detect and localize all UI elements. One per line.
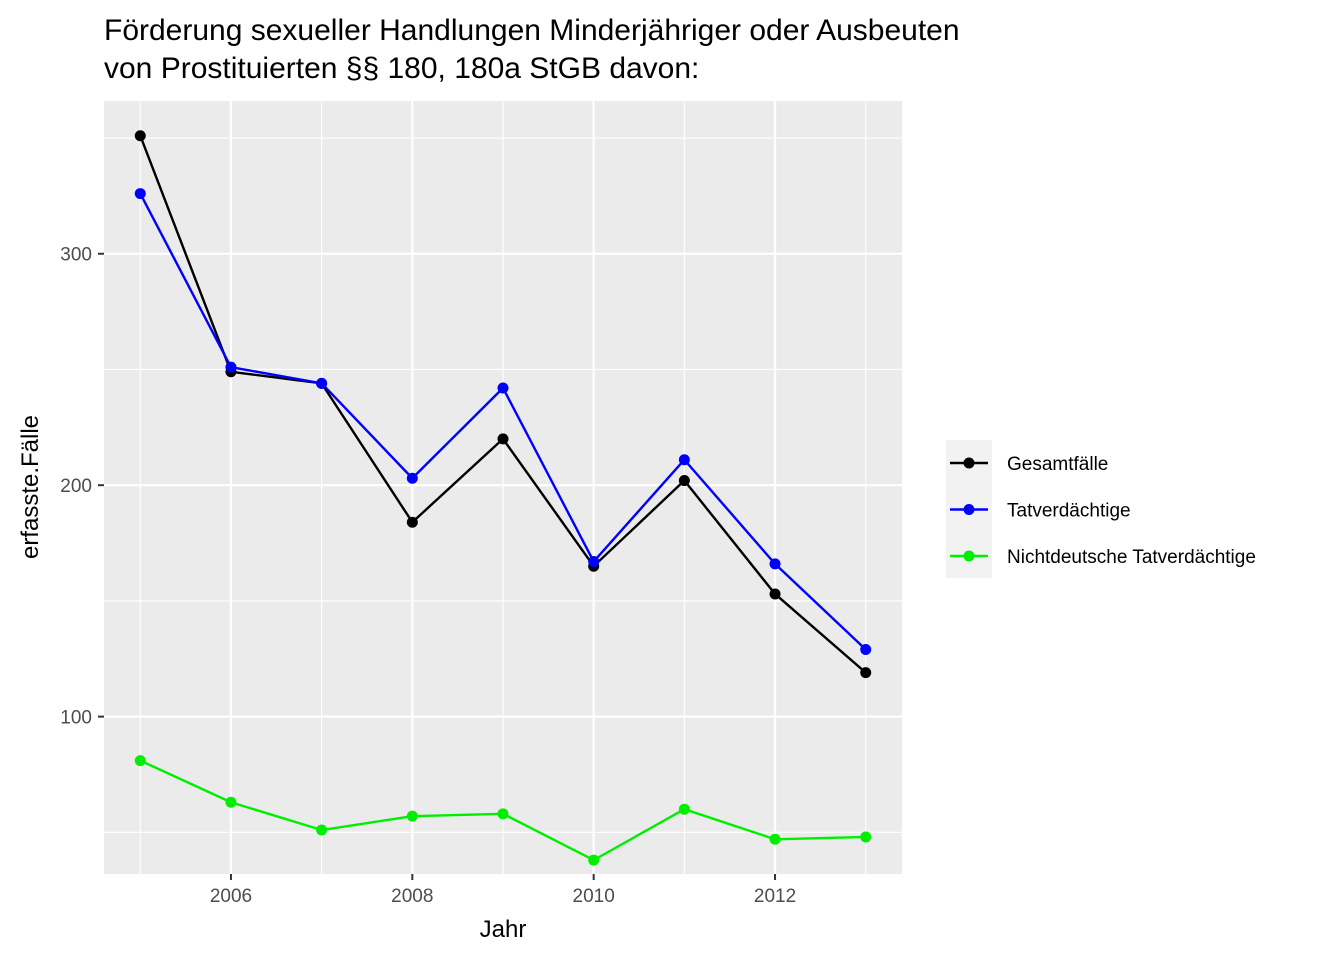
data-point [134, 188, 146, 200]
data-point [769, 833, 781, 845]
data-point [406, 516, 418, 528]
grid-minor [104, 101, 902, 874]
x-tick-label: 2010 [573, 886, 615, 907]
x-axis-title: Jahr [480, 916, 527, 943]
data-point [588, 556, 600, 568]
data-point [769, 558, 781, 570]
legend-label: Nichtdeutsche Tatverdächtige [1007, 547, 1256, 568]
data-point [769, 588, 781, 600]
data-point [225, 796, 237, 808]
x-tick-label: 2012 [754, 886, 796, 907]
series-layer [134, 130, 872, 866]
y-tick-label: 300 [60, 245, 92, 266]
data-point [497, 433, 509, 445]
legend-label: Tatverdächtige [1007, 501, 1131, 522]
data-point [497, 808, 509, 820]
legend-key-point [963, 457, 975, 469]
data-point [678, 475, 690, 487]
data-point [406, 810, 418, 822]
data-point [860, 667, 872, 679]
legend-key-point [963, 504, 975, 515]
data-point [406, 472, 418, 484]
chart-title-line-2: von Prostituierten §§ 180, 180a StGB dav… [104, 52, 699, 85]
data-point [316, 377, 328, 389]
data-point [134, 130, 146, 142]
grid-major [104, 101, 902, 874]
legend-key-point [963, 550, 975, 562]
y-axis: 100 200 300 [60, 245, 104, 729]
data-point [588, 854, 600, 866]
x-tick-label: 2008 [391, 886, 433, 907]
legend: Gesamtfälle Tatverdächtige Nichtdeutsche T… [946, 440, 1256, 578]
data-point [678, 803, 690, 815]
data-point [860, 831, 872, 843]
y-tick-label: 100 [60, 708, 92, 729]
data-point [225, 361, 237, 373]
data-point [134, 755, 146, 767]
data-point [497, 382, 509, 394]
y-axis-title: erfasste.Fälle [17, 415, 44, 559]
x-tick-label: 2006 [210, 886, 252, 907]
data-point [678, 454, 690, 466]
chart-title-line-1: Förderung sexueller Handlungen Minderjäh… [104, 14, 960, 47]
legend-label: Gesamtfälle [1007, 454, 1108, 475]
y-tick-label: 200 [60, 476, 92, 497]
x-axis: 2006 2008 2010 2012 [210, 874, 796, 907]
data-point [316, 824, 328, 836]
data-point [860, 644, 872, 656]
